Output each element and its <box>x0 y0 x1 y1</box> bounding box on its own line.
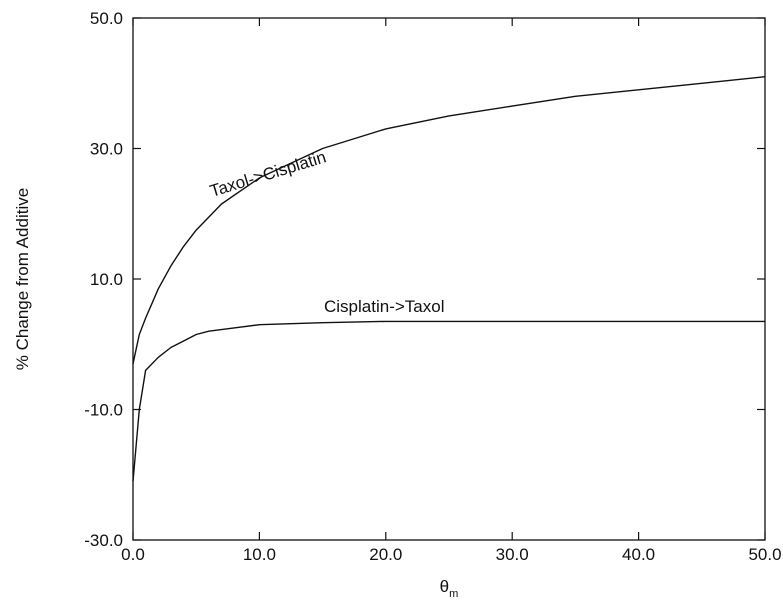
x-tick-label-5: 50.0 <box>748 545 781 564</box>
y-tick-label-2: 10.0 <box>90 270 123 289</box>
series-line-1 <box>132 320 765 482</box>
y-axis-label: % Change from Additive <box>13 188 32 370</box>
series-line-0 <box>132 76 766 364</box>
x-tick-label-1: 10.0 <box>243 545 276 564</box>
x-axis-label: θm <box>440 577 459 600</box>
y-tick-label-1: -10.0 <box>84 401 123 420</box>
series-label-taxol-cisplatin: Taxol->Cisplatin <box>208 147 329 200</box>
x-tick-label-2: 20.0 <box>369 545 402 564</box>
x-tick-label-0: 0.0 <box>121 545 145 564</box>
series-layer <box>132 76 766 482</box>
y-axis-ticks: -30.0 -10.0 10.0 30.0 50.0 <box>84 9 765 550</box>
x-tick-label-4: 40.0 <box>622 545 655 564</box>
series-label-cisplatin-taxol: Cisplatin->Taxol <box>324 297 444 316</box>
x-axis-label-main: θ <box>440 577 449 596</box>
x-axis-label-subscript: m <box>449 588 458 600</box>
y-tick-label-3: 30.0 <box>90 140 123 159</box>
y-tick-label-4: 50.0 <box>90 9 123 28</box>
y-tick-label-0: -30.0 <box>84 531 123 550</box>
x-axis-ticks: 0.0 10.0 20.0 30.0 40.0 50.0 <box>121 18 782 564</box>
plot-frame <box>132 17 766 541</box>
x-tick-label-3: 30.0 <box>496 545 529 564</box>
